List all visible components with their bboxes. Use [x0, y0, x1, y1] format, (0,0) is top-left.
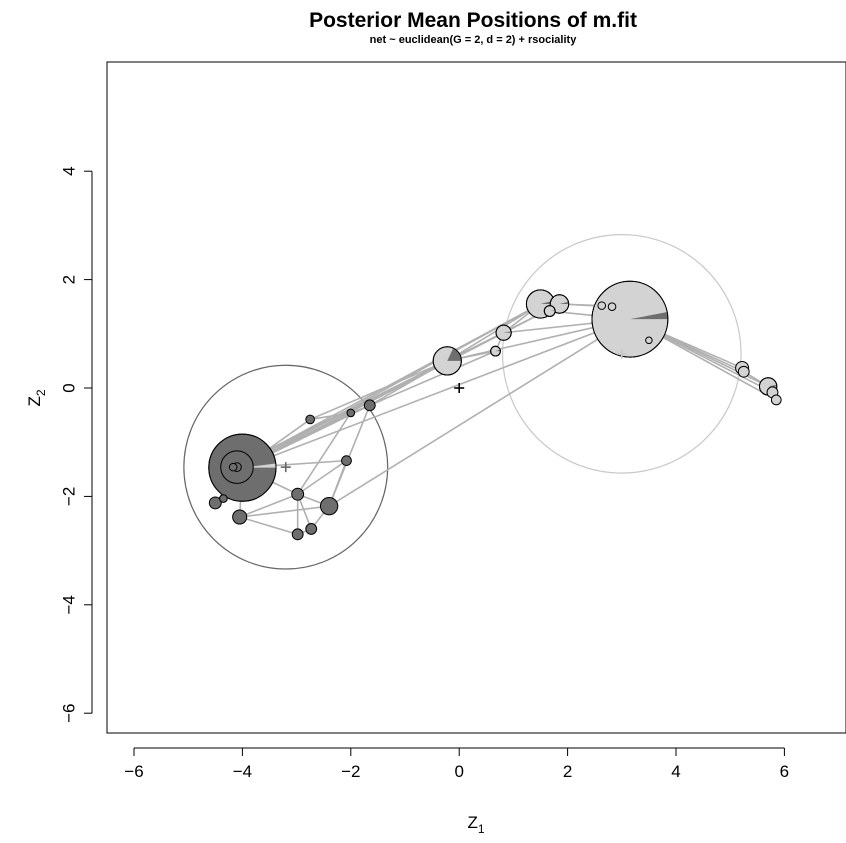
edge-32	[297, 412, 352, 495]
nodes	[208, 280, 782, 541]
y-tick-label: −2	[59, 487, 78, 506]
node-outline	[495, 324, 512, 341]
y-axis: −6 −4 −2 0 2 4	[59, 166, 93, 723]
node-7	[341, 455, 352, 467]
y-tick-label: 4	[59, 166, 78, 175]
node-disc	[319, 496, 339, 516]
node-slice	[549, 310, 556, 312]
node-disc	[305, 523, 318, 535]
edge-7	[242, 318, 631, 469]
node-slice	[503, 331, 512, 333]
node-disc	[341, 455, 352, 467]
center-markers	[280, 348, 627, 473]
chart-title: Posterior Mean Positions of m.fit	[309, 9, 637, 32]
node-14	[291, 528, 304, 541]
cluster-circle-2	[501, 234, 742, 474]
edge-33	[328, 318, 631, 507]
node-26	[737, 365, 750, 378]
node-4	[305, 414, 315, 425]
x-tick-label: 6	[780, 762, 789, 781]
node-23	[591, 280, 669, 358]
y-tick-label: −6	[59, 704, 78, 723]
node-slice	[559, 301, 569, 304]
node-slice	[495, 349, 501, 352]
node-disc	[228, 462, 238, 472]
node-29	[770, 394, 782, 406]
x-axis-label: Z1	[467, 813, 484, 836]
edge-23	[328, 405, 371, 507]
node-disc	[346, 408, 356, 418]
x-tick-label: −6	[124, 762, 143, 781]
x-axis-label-sub: 1	[478, 822, 485, 836]
node-disc	[305, 414, 315, 425]
y-axis-label-sub: 2	[34, 389, 48, 396]
node-outline	[208, 433, 277, 502]
node-slice	[447, 348, 462, 361]
edge-15	[369, 350, 496, 407]
node-15	[432, 346, 462, 376]
x-tick-label: 4	[671, 762, 680, 781]
edge-12	[309, 360, 448, 421]
node-disc	[219, 494, 228, 503]
x-tick-label: −4	[233, 762, 252, 781]
x-axis-label-main: Z	[467, 813, 477, 832]
node-disc	[232, 509, 248, 525]
node-disc	[291, 528, 304, 541]
node-slice	[629, 312, 668, 320]
node-3	[228, 462, 238, 472]
node-outline	[490, 345, 501, 357]
edge-20	[239, 493, 298, 518]
node-disc	[607, 302, 617, 311]
node-12	[232, 509, 248, 525]
x-tick-label: 2	[563, 762, 572, 781]
edge-17	[297, 459, 347, 495]
node-disc	[291, 487, 305, 501]
node-disc	[770, 394, 782, 406]
edge-36	[446, 303, 541, 362]
x-axis: −6 −4 −2 0 2 4 6	[124, 747, 789, 781]
y-axis-label-main: Z	[25, 396, 44, 406]
node-6	[363, 399, 376, 412]
x-tick-label: −2	[341, 762, 360, 781]
y-axis-label: Z2	[25, 389, 48, 406]
node-22	[607, 302, 617, 311]
node-9	[319, 496, 339, 516]
node-24	[645, 336, 653, 345]
node-outline	[432, 346, 462, 376]
edge-29	[239, 516, 298, 536]
y-tick-label: −4	[59, 595, 78, 614]
node-21	[597, 301, 607, 310]
y-tick-label: 0	[59, 383, 78, 392]
node-13	[305, 523, 318, 535]
node-16	[490, 345, 501, 357]
node-17	[495, 324, 512, 341]
node-disc	[645, 336, 653, 345]
cluster-circle-1	[183, 364, 389, 570]
node-disc	[597, 301, 607, 310]
node-11	[219, 494, 228, 503]
node-disc	[737, 365, 750, 378]
node-slice	[768, 384, 777, 387]
node-outline	[549, 294, 570, 314]
edge-28	[239, 505, 330, 518]
plot-frame	[106, 61, 846, 734]
edge-14	[369, 360, 448, 407]
node-outline	[591, 280, 669, 358]
node-5	[346, 408, 356, 418]
chart-subtitle: net ~ euclidean(G = 2, d = 2) + rsociali…	[370, 34, 578, 46]
node-disc	[208, 496, 222, 510]
x-tick-label: 0	[454, 762, 463, 781]
node-20	[543, 305, 556, 317]
node-10	[208, 496, 222, 510]
node-disc	[363, 399, 376, 412]
cluster-circles	[183, 234, 742, 570]
node-8	[291, 487, 305, 501]
edge-11	[310, 412, 351, 421]
node-outline	[543, 305, 556, 317]
y-tick-label: 2	[59, 275, 78, 284]
